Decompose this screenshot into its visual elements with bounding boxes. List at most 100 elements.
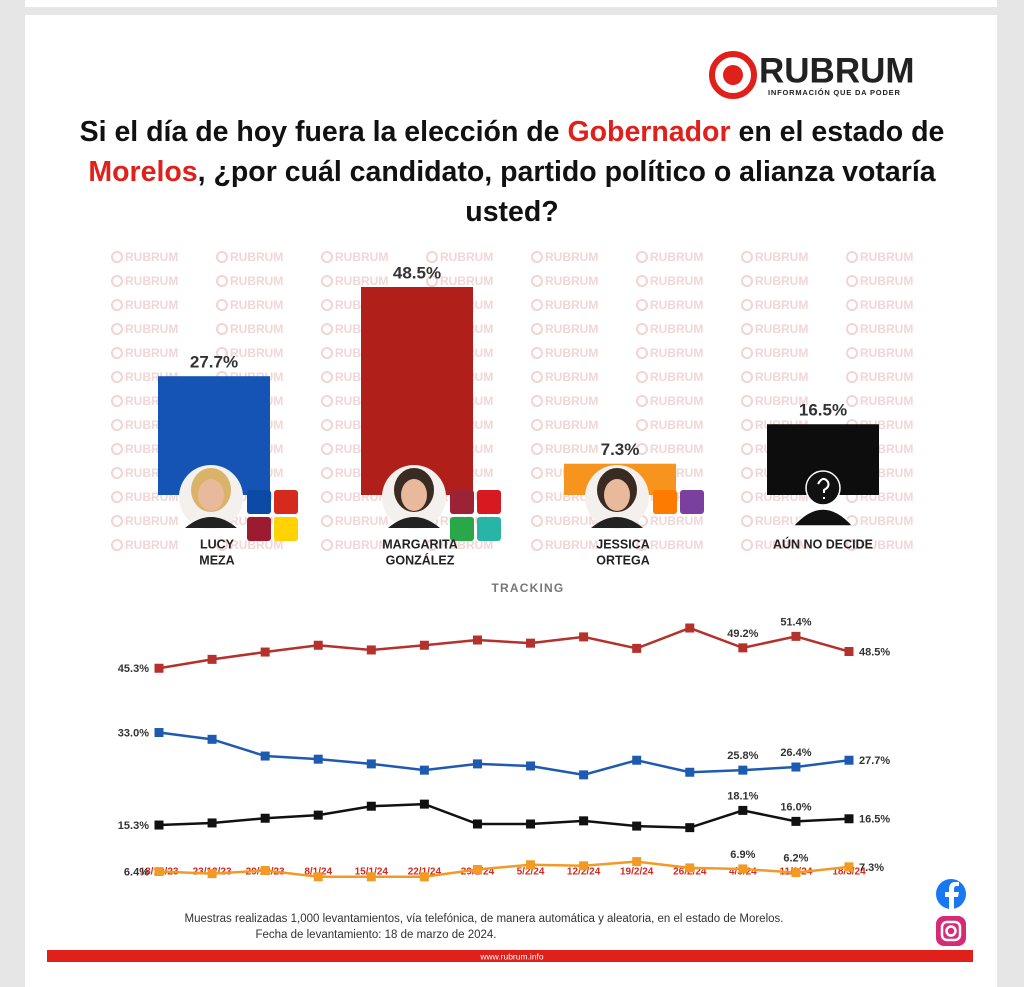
watermark-icon [846, 323, 858, 335]
watermark-text: RUBRUM [755, 370, 808, 384]
point-marker [207, 654, 217, 664]
watermark-text: RUBRUM [440, 538, 493, 552]
point-marker [419, 799, 429, 809]
point-marker [260, 647, 270, 657]
watermark-text: RUBRUM [860, 322, 913, 336]
point-marker [579, 770, 589, 780]
x-tick-label: 5/2/24 [517, 867, 545, 878]
point-marker [579, 861, 589, 871]
logo-ring [709, 51, 757, 99]
point-marker [154, 663, 164, 673]
footer-note: Fecha de levantamiento: 18 de marzo de 2… [255, 929, 496, 941]
watermark-icon [741, 347, 753, 359]
watermark-icon [741, 395, 753, 407]
instagram-icon[interactable] [936, 916, 966, 946]
title-part: Si el día de hoy fuera la elección de [79, 116, 568, 148]
watermark-icon [321, 299, 333, 311]
watermark-icon [741, 299, 753, 311]
point-value-label: 33.0% [118, 727, 149, 739]
point-marker [419, 640, 429, 650]
party-logo [653, 490, 677, 514]
watermark-icon [846, 347, 858, 359]
party-logo [477, 517, 501, 541]
watermark-text: RUBRUM [545, 346, 598, 360]
candidate-name: MEZA [199, 553, 234, 567]
watermark-text: RUBRUM [755, 274, 808, 288]
party-logo [274, 517, 298, 541]
silhouette-head [805, 470, 841, 506]
watermark-icon [741, 515, 753, 527]
watermark-text: RUBRUM [230, 298, 283, 312]
watermark-text: RUBRUM [650, 394, 703, 408]
point-marker [313, 754, 323, 764]
watermark-icon [636, 539, 648, 551]
point-marker [632, 643, 642, 653]
x-tick-label: 18/3/24 [832, 867, 866, 878]
candidate-name: AÚN NO DECIDE [773, 536, 873, 551]
watermark-icon [321, 395, 333, 407]
photo-body [591, 517, 643, 528]
point-marker [738, 864, 748, 874]
point-marker [419, 872, 429, 882]
watermark-text: RUBRUM [125, 298, 178, 312]
photo-face [401, 479, 427, 511]
logo-dot [723, 65, 743, 85]
logo-tagline: INFORMACIÓN QUE DA PODER [768, 88, 901, 97]
watermark-text: RUBRUM [650, 370, 703, 384]
watermark-icon [321, 443, 333, 455]
watermark-text: RUBRUM [545, 442, 598, 456]
point-value-label: 6.4% [124, 866, 149, 878]
watermark-text: RUBRUM [545, 322, 598, 336]
watermark-icon [846, 275, 858, 287]
point-value-label: 18.1% [727, 790, 758, 802]
watermark-text: RUBRUM [125, 322, 178, 336]
watermark-text: RUBRUM [125, 538, 178, 552]
point-marker [685, 767, 695, 777]
point-value-label: 49.2% [727, 628, 758, 640]
watermark-icon [216, 323, 228, 335]
watermark-text: RUBRUM [125, 250, 178, 264]
watermark-icon [321, 251, 333, 263]
point-marker [207, 869, 217, 879]
logo-text: RUBRUM [759, 51, 915, 90]
watermark-text: RUBRUM [860, 250, 913, 264]
watermark-icon [321, 491, 333, 503]
watermark-icon [636, 443, 648, 455]
watermark-icon [111, 419, 123, 431]
footer-url: www.rubrum.info [479, 951, 544, 961]
point-marker [313, 640, 323, 650]
watermark-text: RUBRUM [125, 514, 178, 528]
facebook-glyph [945, 882, 959, 909]
watermark-icon [636, 275, 648, 287]
point-marker [472, 819, 482, 829]
watermark-icon [321, 539, 333, 551]
point-marker [685, 823, 695, 833]
trend-line [158, 802, 850, 829]
watermark-text: RUBRUM [335, 538, 388, 552]
watermark-icon [111, 467, 123, 479]
watermark-icon [741, 443, 753, 455]
chart-subtitle: TRACKING [492, 581, 565, 595]
watermark-icon [531, 371, 543, 383]
watermark-text: RUBRUM [755, 250, 808, 264]
point-marker [366, 801, 376, 811]
point-marker [260, 813, 270, 823]
watermark-text: RUBRUM [755, 298, 808, 312]
watermark-icon [111, 251, 123, 263]
point-marker [154, 728, 164, 738]
point-value-label: 16.5% [859, 814, 890, 826]
watermark-icon [216, 347, 228, 359]
watermark-text: RUBRUM [335, 274, 388, 288]
point-value-label: 7.3% [859, 862, 884, 874]
watermark-icon [111, 515, 123, 527]
point-marker [844, 647, 854, 657]
watermark-icon [531, 275, 543, 287]
title: Si el día de hoy fuera la elección de Go… [62, 112, 962, 232]
point-marker [419, 765, 429, 775]
party-logo [450, 517, 474, 541]
candidate-name: MARGARITA [382, 537, 457, 551]
watermark-text: RUBRUM [650, 322, 703, 336]
watermark-icon [216, 539, 228, 551]
